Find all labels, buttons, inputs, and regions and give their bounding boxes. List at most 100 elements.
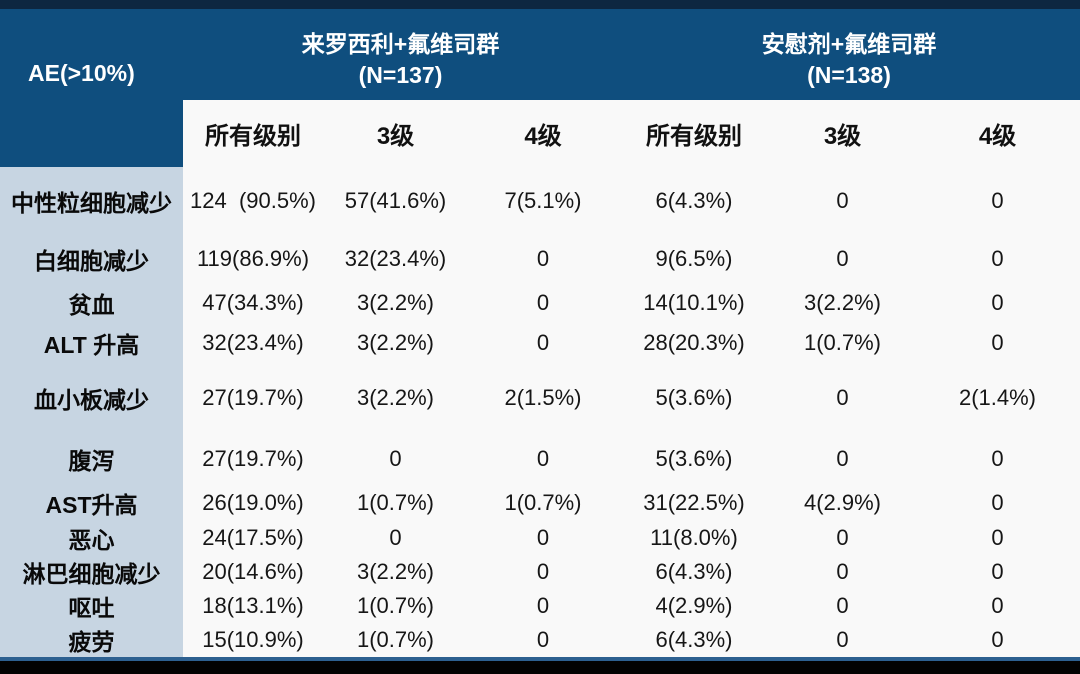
value-cell: 3(2.2%): [770, 283, 915, 323]
value-cell: 18(13.1%): [183, 589, 323, 623]
value-cell: 0: [770, 235, 915, 283]
value-cell: 0: [468, 555, 618, 589]
group-n: (N=138): [807, 61, 891, 88]
table-body: 中性粒细胞减少 124 (90.5%) 57(41.6%) 7(5.1%) 6(4.3%…: [0, 167, 1080, 657]
row-label: ALT 升高: [0, 323, 183, 363]
table-row: 恶心 24(17.5%) 0 0 11(8.0%) 0 0: [0, 521, 1080, 555]
row-label: 淋巴细胞减少: [0, 555, 183, 589]
bottom-bar: [0, 661, 1080, 674]
table-row: 呕吐 18(13.1%) 1(0.7%) 0 4(2.9%) 0 0: [0, 589, 1080, 623]
value-cell: 3(2.2%): [323, 555, 468, 589]
value-cell: 0: [468, 589, 618, 623]
table-row: 淋巴细胞减少 20(14.6%) 3(2.2%) 0 6(4.3%) 0 0: [0, 555, 1080, 589]
value-cell: 0: [323, 433, 468, 485]
value-cell: 7(5.1%): [468, 167, 618, 235]
column-header: 4级: [978, 123, 1017, 150]
value-cell: 0: [468, 283, 618, 323]
value-cell: 5(3.6%): [618, 363, 770, 433]
value-cell: 0: [468, 323, 618, 363]
value-cell: 0: [468, 433, 618, 485]
group-title: 来罗西利+氟维司群: [301, 31, 500, 58]
value-cell: 0: [915, 167, 1080, 235]
table-row: 腹泻 27(19.7%) 0 0 5(3.6%) 0 0: [0, 433, 1080, 485]
value-cell: 1(0.7%): [323, 623, 468, 657]
value-cell: 124 (90.5%): [183, 167, 323, 235]
row-label: 呕吐: [0, 589, 183, 623]
value-cell: 0: [770, 589, 915, 623]
value-cell: 2(1.4%): [915, 363, 1080, 433]
column-header: 所有级别: [646, 123, 742, 150]
value-cell: 119(86.9%): [183, 235, 323, 283]
group-title: 安慰剂+氟维司群: [761, 31, 937, 58]
value-cell: 15(10.9%): [183, 623, 323, 657]
value-cell: 0: [770, 363, 915, 433]
value-cell: 0: [468, 521, 618, 555]
row-label: 贫血: [0, 283, 183, 323]
table-row: AST升高 26(19.0%) 1(0.7%) 1(0.7%) 31(22.5%) 4(2…: [0, 485, 1080, 521]
value-cell: 0: [915, 323, 1080, 363]
value-cell: 31(22.5%): [618, 485, 770, 521]
value-cell: 0: [915, 521, 1080, 555]
value-cell: 28(20.3%): [618, 323, 770, 363]
value-cell: 6(4.3%): [618, 167, 770, 235]
table-row: ALT 升高 32(23.4%) 3(2.2%) 0 28(20.3%) 1(0.7%) 0: [0, 323, 1080, 363]
row-label: 恶心: [0, 521, 183, 555]
value-cell: 1(0.7%): [323, 485, 468, 521]
value-cell: 5(3.6%): [618, 433, 770, 485]
group-n: (N=137): [358, 61, 443, 88]
group-header-treatment: 来罗西利+氟维司群 (N=137): [183, 9, 618, 100]
table-row: 中性粒细胞减少 124 (90.5%) 57(41.6%) 7(5.1%) 6(4.3%…: [0, 167, 1080, 235]
row-label: 疲劳: [0, 623, 183, 657]
value-cell: 32(23.4%): [323, 235, 468, 283]
row-label: 中性粒细胞减少: [0, 167, 183, 235]
table-row: 血小板减少 27(19.7%) 3(2.2%) 2(1.5%) 5(3.6%) 0 2(1.…: [0, 363, 1080, 433]
value-cell: 0: [770, 623, 915, 657]
value-cell: 0: [915, 235, 1080, 283]
value-cell: 3(2.2%): [323, 283, 468, 323]
column-header: 所有级别: [205, 123, 301, 150]
group-header-placebo: 安慰剂+氟维司群 (N=138): [618, 9, 1080, 100]
value-cell: 0: [915, 283, 1080, 323]
value-cell: 26(19.0%): [183, 485, 323, 521]
row-label: 白细胞减少: [0, 235, 183, 283]
value-cell: 0: [770, 555, 915, 589]
column-header: 3级: [376, 123, 415, 150]
value-cell: 0: [770, 167, 915, 235]
value-cell: 3(2.2%): [323, 363, 468, 433]
value-cell: 27(19.7%): [183, 363, 323, 433]
value-cell: 0: [915, 555, 1080, 589]
value-cell: 1(0.7%): [770, 323, 915, 363]
corner-label: AE(>10%): [28, 59, 135, 86]
value-cell: 9(6.5%): [618, 235, 770, 283]
value-cell: 6(4.3%): [618, 555, 770, 589]
value-cell: 0: [770, 433, 915, 485]
value-cell: 0: [468, 623, 618, 657]
value-cell: 0: [915, 485, 1080, 521]
row-label: 血小板减少: [0, 363, 183, 433]
table-row: 白细胞减少 119(86.9%) 32(23.4%) 0 9(6.5%) 0 0: [0, 235, 1080, 283]
column-header: 4级: [524, 123, 562, 150]
value-cell: 3(2.2%): [323, 323, 468, 363]
column-header: 3级: [823, 123, 862, 150]
value-cell: 4(2.9%): [770, 485, 915, 521]
table-row: 疲劳 15(10.9%) 1(0.7%) 0 6(4.3%) 0 0: [0, 623, 1080, 657]
value-cell: 0: [468, 235, 618, 283]
value-cell: 32(23.4%): [183, 323, 323, 363]
value-cell: 0: [915, 433, 1080, 485]
subheader-row: 所有级别 3级 4级 所有级别 3级 4级: [183, 100, 1080, 167]
value-cell: 1(0.7%): [468, 485, 618, 521]
value-cell: 11(8.0%): [618, 521, 770, 555]
corner-header-cell: AE(>10%): [0, 9, 183, 167]
value-cell: 47(34.3%): [183, 283, 323, 323]
value-cell: 14(10.1%): [618, 283, 770, 323]
value-cell: 0: [915, 623, 1080, 657]
value-cell: 2(1.5%): [468, 363, 618, 433]
value-cell: 24(17.5%): [183, 521, 323, 555]
value-cell: 6(4.3%): [618, 623, 770, 657]
value-cell: 0: [915, 589, 1080, 623]
value-cell: 1(0.7%): [323, 589, 468, 623]
value-cell: 0: [323, 521, 468, 555]
value-cell: 57(41.6%): [323, 167, 468, 235]
value-cell: 27(19.7%): [183, 433, 323, 485]
